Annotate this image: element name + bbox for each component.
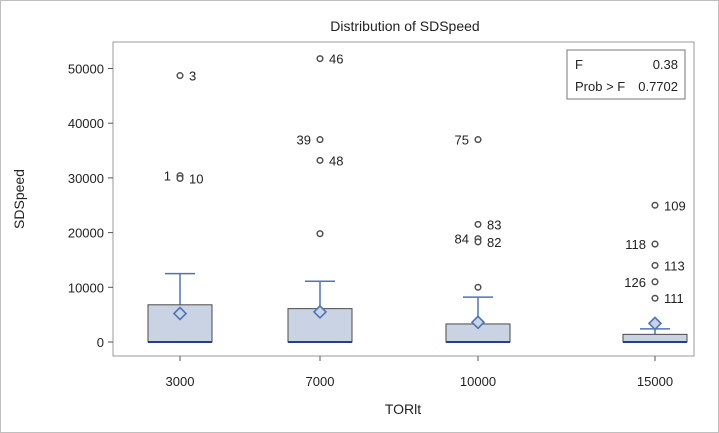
mean-marker [172, 306, 188, 321]
outlier-point [474, 238, 482, 246]
outlier-label: 48 [329, 153, 343, 168]
box-10000 [445, 296, 511, 343]
mean-marker [470, 315, 486, 330]
outlier-label: 126 [624, 275, 646, 290]
outlier-point [474, 136, 482, 144]
outlier-label: 46 [329, 52, 343, 67]
x-tick-label: 10000 [460, 374, 496, 389]
outlier-46: 46 [316, 52, 343, 67]
outlier-label: 39 [297, 133, 311, 148]
stats-f-label: F [575, 57, 583, 72]
box-7000 [287, 280, 353, 343]
box-body [622, 333, 688, 343]
y-tick-label: 40000 [68, 116, 104, 131]
outlier-109: 109 [651, 198, 686, 213]
outlier-label: 109 [664, 198, 686, 213]
outlier-label: 118 [625, 237, 646, 252]
y-axis: 0 10000 20000 30000 40000 50000 [68, 62, 113, 350]
y-tick-label: 30000 [68, 171, 104, 186]
outlier-point [651, 201, 659, 209]
outlier-83: 83 [474, 217, 501, 232]
outlier-118: 118 [625, 237, 659, 252]
outlier-unlabeled-11 [474, 283, 482, 291]
outlier-label: 1 [164, 169, 171, 184]
outlier-label: 82 [487, 235, 501, 250]
outlier-label: 3 [189, 69, 196, 84]
y-tick-label: 10000 [68, 280, 104, 295]
outlier-unlabeled-6 [316, 230, 324, 238]
outlier-126: 126 [624, 275, 659, 290]
outlier-point [651, 294, 659, 302]
outlier-75: 75 [455, 133, 482, 148]
outlier-point [474, 220, 482, 228]
outlier-label: 75 [455, 133, 469, 148]
outlier-series: 3 1 10 46 39 48 75 83 84 82 109 118 113 126 111 [164, 52, 686, 307]
outlier-label: 83 [487, 217, 501, 232]
outlier-point [651, 278, 659, 286]
y-axis-label: SDSpeed [11, 169, 27, 229]
mean-marker [312, 304, 328, 320]
outlier-point [316, 55, 324, 63]
outlier-label: 84 [455, 232, 469, 247]
box-series [147, 272, 688, 343]
x-axis: 3000 7000 10000 15000 [166, 356, 673, 389]
outlier-point [316, 136, 324, 144]
outlier-label: 113 [664, 258, 685, 273]
stats-inset: F 0.38 Prob > F 0.7702 [566, 49, 686, 100]
outlier-point [651, 261, 659, 269]
x-tick-label: 7000 [306, 374, 335, 389]
outlier-point [651, 240, 659, 248]
mean-marker [647, 316, 663, 331]
y-tick-label: 20000 [68, 226, 104, 241]
outlier-39: 39 [297, 133, 324, 148]
chart-title: Distribution of SDSpeed [330, 18, 479, 34]
x-axis-label: TORlt [385, 401, 421, 417]
outlier-10: 10 [176, 171, 203, 186]
outlier-point [176, 174, 184, 182]
box-15000 [622, 316, 688, 343]
y-tick-label: 0 [97, 335, 104, 350]
outlier-82: 82 [474, 235, 501, 250]
outlier-111: 111 [651, 291, 684, 306]
outlier-113: 113 [651, 258, 685, 273]
box-3000 [147, 272, 213, 343]
outlier-point [474, 283, 482, 291]
outlier-3: 3 [176, 69, 196, 84]
outlier-label: 10 [189, 171, 203, 186]
outlier-point [316, 230, 324, 238]
x-tick-label: 3000 [166, 374, 195, 389]
stats-inset-box [566, 49, 686, 100]
stats-prob-label: Prob > F [575, 79, 625, 94]
stats-f-value: 0.38 [653, 57, 678, 72]
x-tick-label: 15000 [637, 374, 673, 389]
stats-prob-value: 0.7702 [638, 79, 678, 94]
outlier-label: 111 [664, 291, 684, 306]
outlier-48: 48 [316, 153, 343, 168]
y-tick-label: 50000 [68, 62, 104, 77]
outlier-point [176, 72, 184, 80]
outlier-point [316, 156, 324, 164]
